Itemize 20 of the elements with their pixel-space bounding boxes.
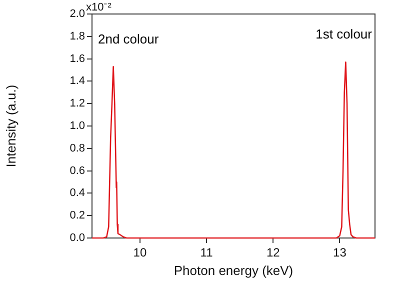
y-tick-label: 1.6 (70, 52, 85, 65)
y-tick-label: 1.2 (70, 98, 85, 110)
y-tick-label: 0.6 (70, 164, 85, 177)
x-tick-label: 12 (266, 246, 280, 260)
y-tick-label: 2.0 (70, 8, 85, 20)
annotation: 2nd colour (98, 32, 160, 47)
y-tick-label: 0.0 (70, 232, 85, 244)
text: x10⁻² (86, 2, 112, 14)
y-tick-label: 1.0 (70, 120, 85, 132)
y-tick-label: 1.4 (70, 75, 85, 88)
x-tick-label: 11 (200, 246, 214, 260)
y-tick-label: 0.8 (70, 142, 85, 154)
y-axis-title: Intensity (a.u.) (3, 84, 18, 168)
y-tick-label: 0.2 (70, 210, 85, 222)
x-tick-label: 10 (133, 246, 147, 260)
y-tick-label: 0.4 (70, 187, 85, 200)
y-tick-label: 1.8 (70, 30, 85, 42)
x-tick-label: 13 (333, 246, 347, 260)
annotation: 1st colour (316, 26, 373, 42)
x-axis-title: Photon energy (keV) (174, 262, 294, 278)
